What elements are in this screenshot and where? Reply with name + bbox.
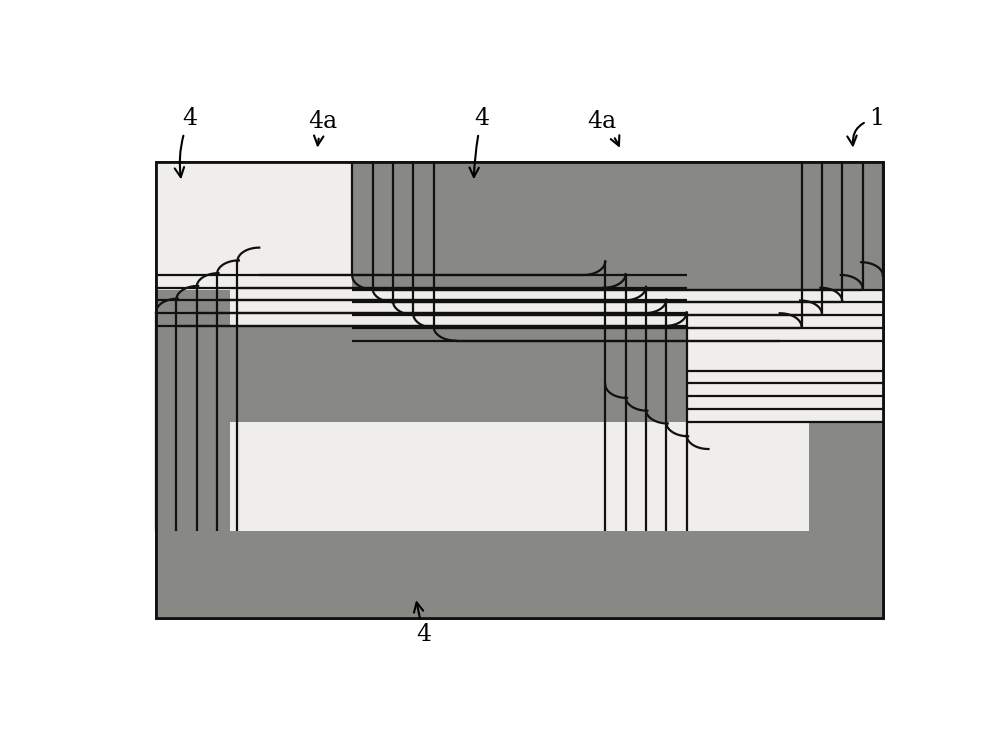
Bar <box>156 162 352 290</box>
Bar <box>156 162 883 618</box>
Bar <box>156 162 883 618</box>
Bar <box>230 290 883 326</box>
Text: 4: 4 <box>175 107 197 177</box>
Text: 4: 4 <box>414 602 431 646</box>
Text: 4a: 4a <box>587 110 619 146</box>
Bar <box>156 162 883 618</box>
Bar <box>687 326 883 422</box>
Text: 4a: 4a <box>308 110 337 145</box>
Text: 1: 1 <box>847 107 884 145</box>
Text: 4: 4 <box>469 107 489 177</box>
Bar <box>230 422 809 531</box>
